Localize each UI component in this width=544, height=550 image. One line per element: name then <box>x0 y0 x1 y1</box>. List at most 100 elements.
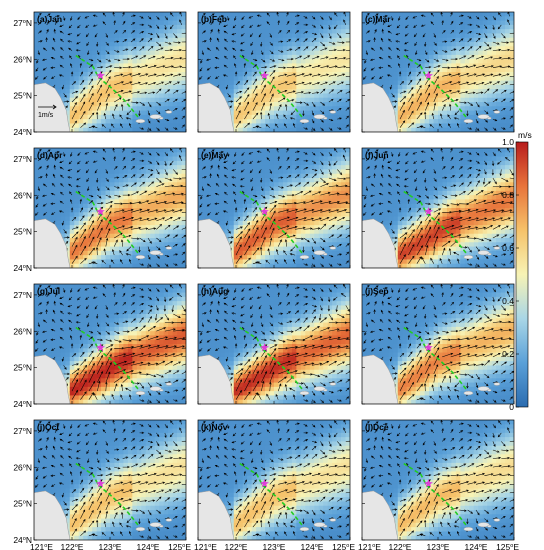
velocity-arrow <box>295 101 303 104</box>
speed-cell <box>415 102 421 107</box>
speed-cell <box>56 37 62 43</box>
speed-cell <box>460 127 466 132</box>
speed-cell <box>323 76 329 81</box>
velocity-arrow <box>36 195 39 200</box>
velocity-arrow <box>46 149 51 153</box>
speed-cell <box>388 80 394 86</box>
speed-cell <box>309 106 315 111</box>
speed-cell <box>181 97 186 103</box>
speed-cell <box>393 76 399 81</box>
speed-cell <box>101 46 106 51</box>
speed-cell <box>464 59 470 64</box>
speed-cell <box>491 20 497 26</box>
speed-cell <box>159 195 165 200</box>
speed-cell <box>406 80 412 86</box>
speed-cell <box>168 220 173 226</box>
speed-cell <box>332 59 337 64</box>
speed-cell <box>168 59 173 64</box>
speed-cell <box>168 119 173 124</box>
speed-cell <box>260 89 266 94</box>
velocity-arrow <box>320 110 325 115</box>
velocity-arrow <box>303 127 309 130</box>
speed-cell <box>74 37 80 43</box>
velocity-arrow <box>454 110 460 116</box>
speed-cell <box>341 123 346 129</box>
speed-cell <box>132 178 138 183</box>
speed-cell <box>424 33 430 39</box>
speed-cell <box>96 46 102 51</box>
speed-cell <box>442 114 448 120</box>
speed-cell <box>74 63 80 69</box>
speed-cell <box>141 12 147 17</box>
speed-cell <box>491 114 497 120</box>
speed-cell <box>123 12 129 17</box>
speed-cell <box>198 42 203 47</box>
speed-cell <box>56 182 62 187</box>
speed-cell <box>110 84 115 90</box>
speed-cell <box>482 123 488 129</box>
speed-cell <box>114 233 120 239</box>
speed-cell <box>127 238 133 243</box>
speed-cell <box>65 186 71 192</box>
speed-cell <box>300 84 306 90</box>
velocity-arrow <box>173 192 184 196</box>
velocity-arrow <box>328 127 333 131</box>
velocity-arrow <box>509 67 514 68</box>
speed-cell <box>177 178 182 183</box>
speed-cell <box>265 106 270 111</box>
speed-cell <box>114 119 120 124</box>
speed-cell <box>154 216 160 222</box>
speed-cell <box>341 24 346 30</box>
speed-cell <box>60 229 66 235</box>
speed-cell <box>181 67 186 73</box>
speed-cell <box>256 20 261 26</box>
velocity-arrow <box>169 160 174 166</box>
speed-cell <box>118 208 124 213</box>
speed-cell <box>388 84 394 90</box>
speed-cell <box>69 190 75 196</box>
velocity-arrow <box>232 47 237 51</box>
island <box>329 110 337 114</box>
speed-cell <box>159 123 165 129</box>
speed-cell <box>469 97 475 103</box>
speed-cell <box>181 50 186 56</box>
island <box>149 250 162 256</box>
speed-cell <box>168 114 173 120</box>
speed-cell <box>118 203 124 209</box>
speed-cell <box>269 110 275 116</box>
velocity-arrow <box>218 20 222 26</box>
speed-cell <box>287 114 293 120</box>
speed-cell <box>220 12 226 17</box>
velocity-arrow <box>234 16 237 21</box>
speed-cell <box>247 97 253 103</box>
speed-cell <box>141 50 147 56</box>
speed-cell <box>96 106 102 111</box>
speed-cell <box>505 127 510 132</box>
degree-mark: o <box>23 19 26 25</box>
speed-cell <box>172 93 178 99</box>
speed-cell <box>491 102 497 107</box>
speed-cell <box>132 216 138 222</box>
speed-cell <box>229 110 235 116</box>
speed-cell <box>101 250 106 256</box>
speed-cell <box>233 93 239 99</box>
speed-cell <box>341 46 346 51</box>
speed-cell <box>105 199 111 205</box>
velocity-arrow <box>311 55 320 60</box>
speed-cell <box>198 182 203 187</box>
speed-cell <box>332 119 337 124</box>
velocity-arrow <box>413 33 418 38</box>
velocity-arrow <box>173 169 179 175</box>
speed-cell <box>505 97 510 103</box>
velocity-arrow <box>440 113 443 120</box>
speed-cell <box>118 220 124 226</box>
speed-cell <box>393 72 399 77</box>
speed-cell <box>168 97 173 103</box>
velocity-arrow <box>345 107 350 111</box>
velocity-arrow <box>122 57 130 61</box>
velocity-arrow <box>492 56 503 60</box>
speed-cell <box>393 29 399 34</box>
speed-cell <box>105 190 111 196</box>
speed-cell <box>274 72 279 77</box>
velocity-arrow <box>156 73 166 77</box>
